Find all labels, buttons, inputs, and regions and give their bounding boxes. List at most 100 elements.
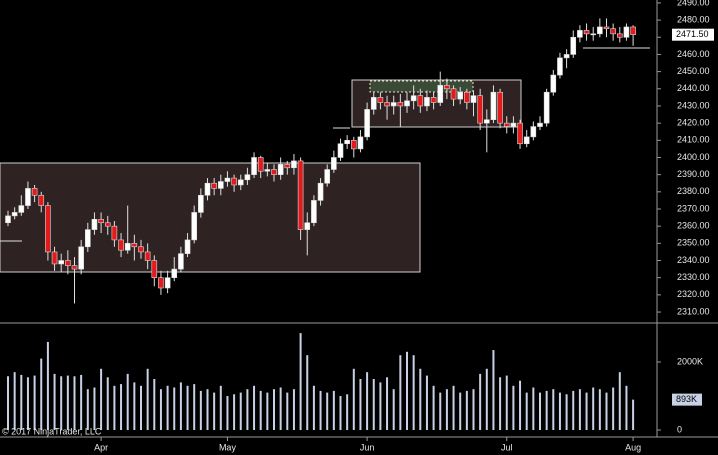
volume-bar (512, 385, 515, 430)
candle-body (497, 91, 503, 124)
candle-body (430, 97, 437, 103)
volume-bar (399, 355, 402, 430)
volume-bar (618, 372, 621, 430)
volume-bar (179, 382, 182, 430)
volume-bar (545, 390, 548, 430)
volume-bar (146, 368, 149, 430)
candle-body (503, 122, 510, 127)
y-tick-label: 2400.00 (677, 152, 710, 162)
volume-bar (592, 387, 595, 430)
candle-body (517, 122, 523, 145)
volume-bar (452, 385, 455, 430)
volume-bar (598, 389, 601, 430)
y-tick-label: 2410.00 (677, 135, 710, 145)
candle-body (198, 194, 204, 213)
candle-body (31, 188, 38, 196)
candle-body (231, 177, 237, 186)
candle-body (91, 219, 98, 230)
candle-body (590, 33, 597, 36)
candle-body (370, 97, 377, 110)
candle-body (131, 243, 138, 248)
candle-body (616, 33, 623, 38)
candle-body (483, 119, 490, 124)
volume-bar (233, 394, 236, 430)
candle-body (204, 182, 211, 196)
candle-body (357, 136, 364, 150)
volume-bar (246, 389, 249, 430)
volume-bar (279, 387, 282, 430)
last-price-box (672, 28, 714, 41)
volume-bar (432, 385, 435, 430)
volume-bar (625, 385, 628, 430)
volume-bar (379, 382, 382, 430)
zone-box (0, 162, 421, 273)
volume-bar (100, 368, 103, 430)
candle-body (38, 194, 45, 206)
volume-bar (326, 392, 329, 430)
candle-body (350, 140, 357, 150)
volume-bar (159, 389, 162, 430)
volume-bar (412, 355, 415, 430)
volume-bar (259, 390, 262, 430)
volume-bar (552, 389, 555, 430)
candle-body (71, 265, 78, 270)
candle-body (563, 54, 570, 59)
volume-bar (459, 392, 462, 430)
volume-bar (140, 385, 142, 430)
candle-body (284, 164, 291, 169)
candle-body (85, 229, 91, 248)
candle-body (11, 212, 18, 217)
volume-bar (499, 377, 502, 430)
candle-body (450, 88, 457, 100)
candle-body (570, 36, 577, 55)
volume-bar (352, 368, 355, 430)
candle-body (271, 169, 277, 175)
candle-body (45, 205, 51, 253)
candle-body (510, 122, 517, 127)
candle-body (164, 277, 171, 289)
volume-bar (319, 390, 322, 430)
y-tick-label: 0 (677, 424, 682, 434)
candle-body (530, 126, 537, 138)
candle-body (583, 30, 590, 35)
last-volume-label: 893K (676, 394, 697, 404)
candle-body (557, 57, 563, 76)
candle-body (257, 157, 264, 172)
volume-bar (292, 389, 295, 430)
candle-body (78, 246, 84, 270)
volume-bar (539, 392, 541, 430)
candle-body (337, 143, 344, 158)
y-tick-label: 2380.00 (677, 186, 710, 196)
volume-bar (572, 390, 575, 430)
volume-bar (66, 375, 69, 430)
volume-bar (253, 385, 256, 430)
candle-body (104, 222, 111, 227)
y-tick-label: 2330.00 (677, 272, 710, 282)
volume-bar (306, 355, 309, 430)
candle-body (124, 243, 131, 251)
volume-bar (153, 378, 156, 430)
candle-body (384, 102, 390, 107)
candle-body (470, 95, 477, 103)
candle-body (304, 222, 311, 230)
x-tick-label: May (219, 442, 237, 452)
volume-bar (346, 394, 349, 430)
x-tick-label: Jun (360, 442, 375, 452)
candle-body (344, 140, 350, 145)
x-tick-label: Aug (625, 442, 641, 452)
volume-bar (419, 368, 422, 430)
volume-bar (199, 390, 202, 430)
candle-body (171, 268, 178, 278)
y-tick-label: 2430.00 (677, 100, 710, 110)
candle-body (25, 188, 31, 206)
volume-bar (80, 374, 83, 430)
candle-body (58, 260, 65, 265)
candle-body (277, 164, 284, 175)
candle-body (331, 157, 337, 170)
candle-body (144, 251, 151, 261)
volume-bar (106, 377, 109, 430)
candle-body (51, 251, 58, 265)
candle-body (251, 157, 257, 175)
volume-bar (585, 392, 588, 430)
